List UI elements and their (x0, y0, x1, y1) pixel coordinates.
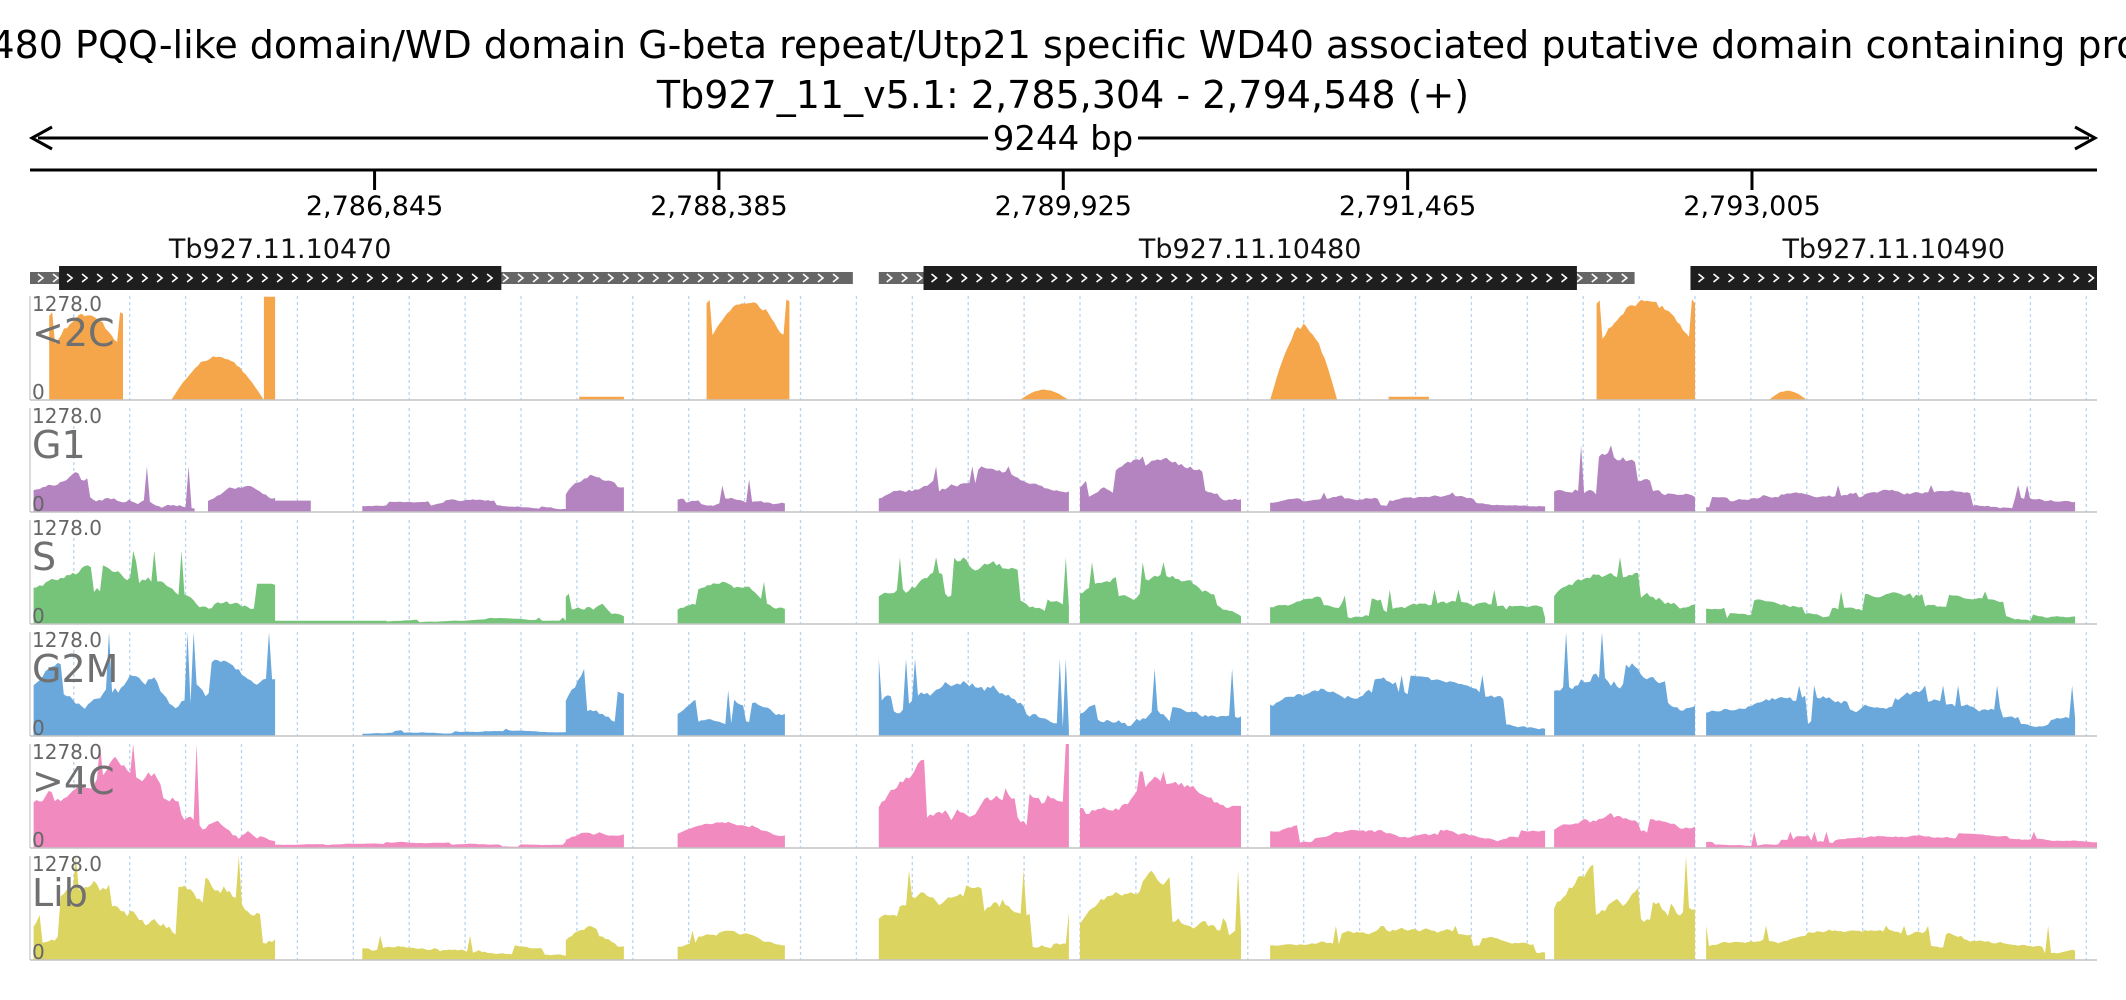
strand-chevrons (66, 273, 494, 283)
ruler-tick-label: 2,786,845 (306, 191, 443, 222)
span-arrow-right (2074, 125, 2099, 151)
coverage-area (33, 856, 2076, 960)
track-min-label: 0 (32, 380, 45, 404)
track-S-2: 1278.0 0 S (29, 516, 2097, 628)
gene-Tb927-11-10490: Tb927.11.10490 (1690, 234, 2097, 290)
track-name-label: Lib (32, 871, 88, 915)
span-label-bg (988, 118, 1138, 158)
coverage-area (33, 550, 2076, 624)
track-G2M-3: 1278.0 0 G2M (29, 628, 2097, 740)
span-arrow-left (28, 125, 53, 151)
track-max-label: 1278.0 (32, 628, 102, 652)
track-name-label: <2C (32, 311, 115, 355)
track-max-label: 1278.0 (32, 852, 102, 876)
strand-chevrons (1697, 273, 2095, 283)
track-max-label: 1278.0 (32, 740, 102, 764)
gene-cds (923, 266, 1577, 290)
coverage-area (33, 744, 2097, 848)
strand-chevrons (931, 273, 1568, 283)
track-max-label: 1278.0 (32, 404, 102, 428)
span-length-label: 9244 bp (993, 119, 1134, 159)
track-name-label: >4C (32, 759, 115, 803)
region-coordinates: Tb927_11_v5.1: 2,785,304 - 2,794,548 (+) (656, 73, 1469, 117)
track-Lib-5: 1278.0 0 Lib (29, 852, 2097, 964)
region-ruler: 9244 bp 2,786,845 2,788,385 2,789,925 2,791,… (28, 118, 2099, 222)
gene-Tb927-11-10480: Tb927.11.10480 (878, 234, 1635, 290)
track-min-label: 0 (32, 828, 45, 852)
track-name-label: S (32, 535, 56, 579)
coverage-area (49, 296, 1807, 400)
ruler-tick-label: 2,789,925 (995, 191, 1132, 222)
track-min-label: 0 (32, 940, 45, 964)
ruler-tick-label: 2,791,465 (1339, 191, 1476, 222)
ruler-tick-label: 2,788,385 (650, 191, 787, 222)
gene-cds (59, 266, 502, 290)
track-max-label: 1278.0 (32, 292, 102, 316)
track-name-label: G2M (32, 647, 118, 691)
gene-label: Tb927.11.10470 (168, 234, 392, 265)
gene-Tb927-11-10470: Tb927.11.10470 (30, 234, 853, 290)
ruler-tick-label: 2,793,005 (1683, 191, 1820, 222)
track-max-label: 1278.0 (32, 516, 102, 540)
gene-label: Tb927.11.10490 (1781, 234, 2005, 265)
header: 480 PQQ-like domain/WD domain G-beta rep… (0, 23, 2126, 117)
coverage-area (33, 445, 2076, 512)
track-gridlines (73, 296, 2087, 400)
coverage-tracks: 1278.00<2C1278.00G11278.00S1278.00G2M127… (29, 292, 2097, 964)
gene-description-title: 480 PQQ-like domain/WD domain G-beta rep… (0, 23, 2126, 67)
gene-label: Tb927.11.10480 (1138, 234, 1362, 265)
track-name-label: G1 (32, 423, 86, 467)
track-4C-4: 1278.0 0 >4C (29, 740, 2097, 852)
track-2C-0: 1278.0 0 <2C (29, 292, 2097, 404)
track-min-label: 0 (32, 604, 45, 628)
track-G1-1: 1278.0 0 G1 (29, 404, 2097, 516)
coverage-area (33, 632, 2076, 736)
gene-track: Tb927.11.10470 Tb927.11.10480 Tb927.11.104… (30, 234, 2097, 290)
track-min-label: 0 (32, 716, 45, 740)
gene-cds (1690, 266, 2097, 290)
track-min-label: 0 (32, 492, 45, 516)
